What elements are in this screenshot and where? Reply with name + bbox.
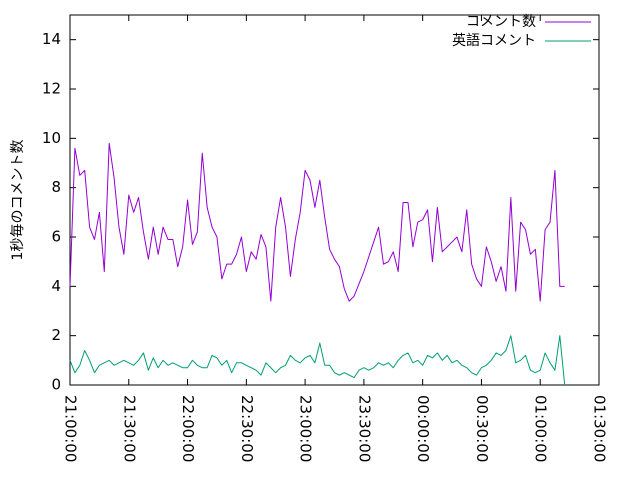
x-tick-label: 01:00:00 (532, 395, 550, 462)
y-axis: 0 2 4 6 8 10 12 14 (42, 30, 599, 394)
y-tick-label: 4 (51, 277, 61, 295)
y-tick-label: 2 (51, 326, 61, 344)
y-tick-label: 14 (42, 30, 61, 48)
y-tick-label: 8 (51, 178, 61, 196)
legend-label: 英語コメント (452, 32, 536, 49)
series-line-0 (69, 142, 565, 302)
y-axis-label: 1秒毎のコメント数 (10, 140, 26, 261)
x-tick-label: 22:30:00 (238, 395, 256, 462)
x-tick-label: 01:30:00 (591, 395, 609, 462)
series-group (69, 142, 566, 386)
y-tick-label: 10 (42, 129, 61, 147)
x-tick-label: 21:00:00 (62, 395, 80, 462)
legend-label: コメント数 (466, 14, 536, 30)
x-tick-label: 23:30:00 (355, 395, 373, 462)
y-tick-label: 6 (51, 228, 61, 246)
x-tick-label: 23:00:00 (297, 395, 315, 462)
y-tick-label: 0 (51, 376, 61, 394)
x-tick-label: 22:00:00 (179, 395, 197, 462)
x-axis: 21:00:00 21:30:00 22:00:00 22:30:00 23:00:00… (62, 15, 609, 462)
y-tick-label: 12 (42, 80, 61, 98)
series-line-1 (69, 335, 566, 386)
x-tick-label: 00:30:00 (473, 395, 491, 462)
x-tick-label: 00:00:00 (414, 395, 432, 462)
plot-border (69, 14, 600, 386)
x-tick-label: 21:30:00 (120, 395, 138, 462)
